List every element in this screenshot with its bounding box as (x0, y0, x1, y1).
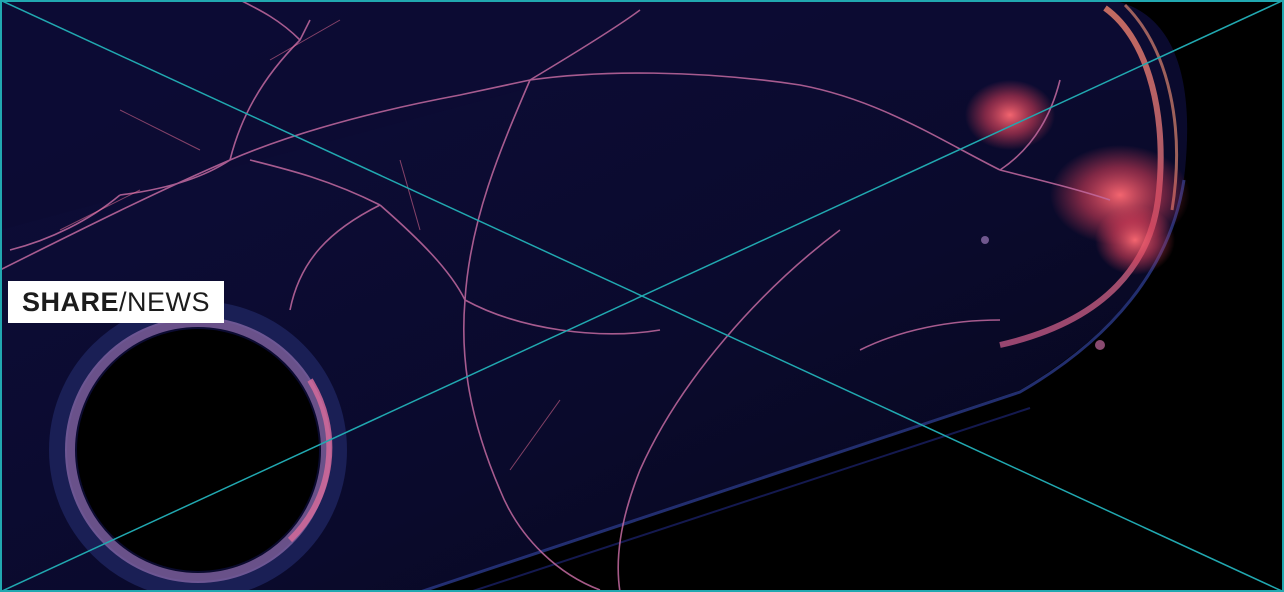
share-news-label: SHARE / NEWS (8, 281, 224, 323)
label-word-news: NEWS (127, 289, 210, 316)
label-word-share: SHARE (22, 289, 119, 316)
label-separator: / (119, 289, 127, 316)
